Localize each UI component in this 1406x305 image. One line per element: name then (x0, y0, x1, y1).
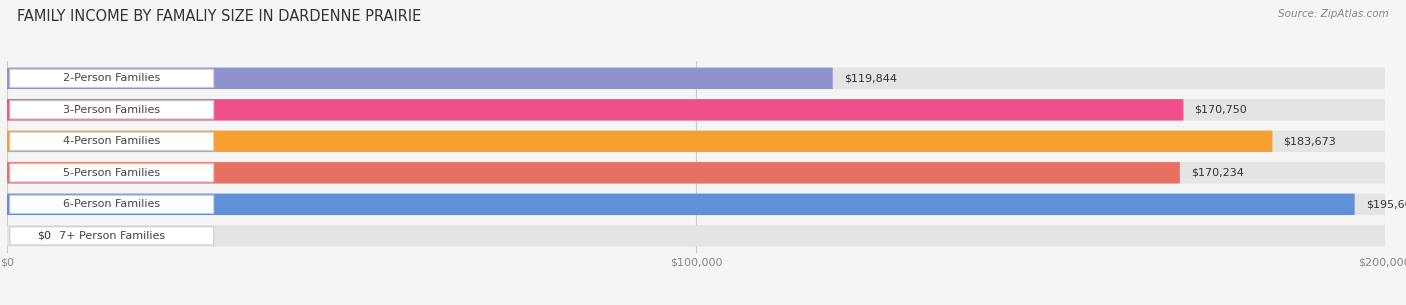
FancyBboxPatch shape (7, 194, 1354, 215)
FancyBboxPatch shape (7, 99, 1385, 120)
FancyBboxPatch shape (10, 69, 214, 88)
Text: 5-Person Families: 5-Person Families (63, 168, 160, 178)
FancyBboxPatch shape (7, 162, 1385, 184)
Text: FAMILY INCOME BY FAMALIY SIZE IN DARDENNE PRAIRIE: FAMILY INCOME BY FAMALIY SIZE IN DARDENN… (17, 9, 422, 24)
Text: $0: $0 (38, 231, 52, 241)
FancyBboxPatch shape (10, 101, 214, 119)
Text: 6-Person Families: 6-Person Families (63, 199, 160, 209)
Text: 2-Person Families: 2-Person Families (63, 73, 160, 83)
FancyBboxPatch shape (7, 225, 1385, 246)
Text: $119,844: $119,844 (844, 73, 897, 83)
Text: 3-Person Families: 3-Person Families (63, 105, 160, 115)
FancyBboxPatch shape (7, 131, 1385, 152)
Text: $170,234: $170,234 (1191, 168, 1244, 178)
Text: Source: ZipAtlas.com: Source: ZipAtlas.com (1278, 9, 1389, 19)
FancyBboxPatch shape (10, 227, 214, 245)
Text: $195,609: $195,609 (1365, 199, 1406, 209)
FancyBboxPatch shape (10, 132, 214, 150)
FancyBboxPatch shape (7, 99, 1184, 120)
FancyBboxPatch shape (7, 68, 1385, 89)
FancyBboxPatch shape (7, 162, 1180, 184)
FancyBboxPatch shape (7, 194, 1385, 215)
Text: 4-Person Families: 4-Person Families (63, 136, 160, 146)
FancyBboxPatch shape (7, 68, 832, 89)
FancyBboxPatch shape (10, 164, 214, 182)
FancyBboxPatch shape (7, 131, 1272, 152)
Text: 7+ Person Families: 7+ Person Families (59, 231, 165, 241)
Text: $183,673: $183,673 (1284, 136, 1336, 146)
FancyBboxPatch shape (10, 195, 214, 214)
Text: $170,750: $170,750 (1195, 105, 1247, 115)
